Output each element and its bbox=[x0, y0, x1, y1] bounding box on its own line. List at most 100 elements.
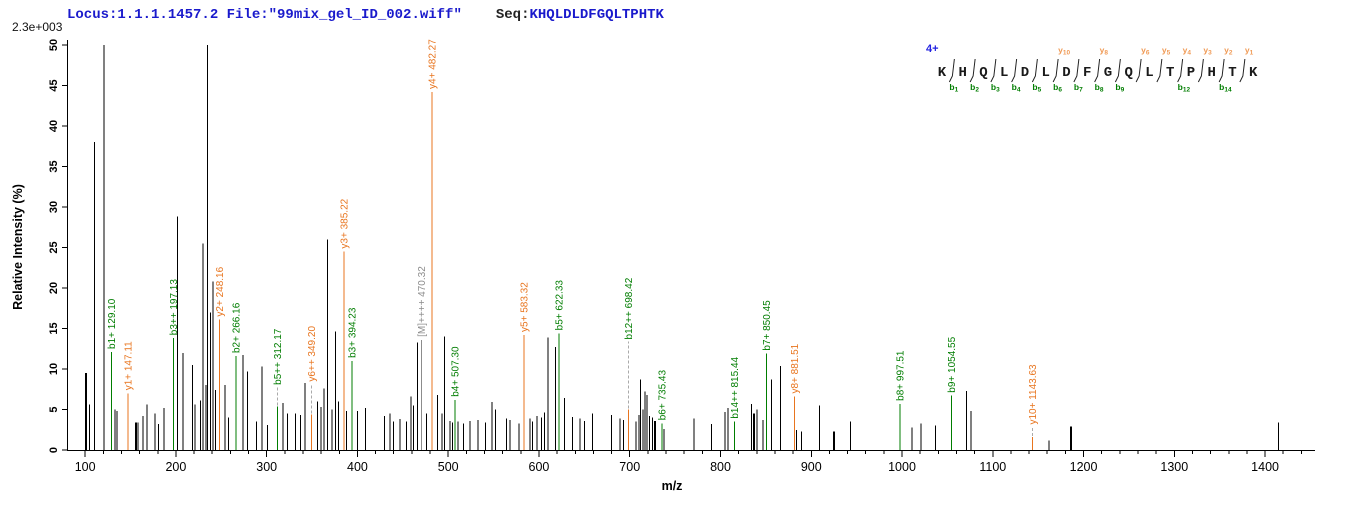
ladder-ion-label: b8 bbox=[1095, 82, 1104, 94]
seq-label: Seq: bbox=[495, 7, 530, 23]
ion-annotation-label: y2+ 248.16 bbox=[215, 266, 226, 316]
svg-text:5: 5 bbox=[48, 406, 60, 412]
ladder-residue: L bbox=[1000, 65, 1008, 81]
ladder-residue: H bbox=[959, 65, 967, 81]
ladder-residue: L bbox=[1145, 65, 1153, 81]
precursor-charge-label: 4+ bbox=[926, 43, 939, 55]
ion-annotation: b12++ 698.42 bbox=[624, 277, 635, 450]
ladder-residue: K bbox=[938, 65, 947, 81]
ladder-divider bbox=[1052, 58, 1059, 83]
ion-annotation-label: y5+ 583.32 bbox=[519, 282, 530, 332]
svg-text:50: 50 bbox=[48, 39, 60, 51]
ion-annotation: b2+ 266.16 bbox=[231, 302, 242, 450]
ladder-divider bbox=[990, 58, 997, 83]
ladder-ion-label: b5 bbox=[1032, 82, 1041, 94]
ion-annotation: y1+ 147.11 bbox=[123, 341, 134, 450]
ion-annotation: b14++ 815.44 bbox=[730, 356, 741, 450]
ion-annotation: y2+ 248.16 bbox=[215, 266, 226, 450]
axes bbox=[67, 40, 1315, 451]
ion-annotation: b7+ 850.45 bbox=[762, 300, 773, 450]
ion-annotation-label: b4+ 507.30 bbox=[450, 346, 461, 397]
svg-text:1000: 1000 bbox=[888, 460, 916, 474]
ladder-divider bbox=[969, 58, 976, 83]
ion-annotation: b6+ 735.43 bbox=[657, 370, 668, 450]
ion-annotation-label: y8+ 881.51 bbox=[790, 343, 801, 393]
seq-value: KHQLDLDFGQLTPHTK bbox=[529, 7, 664, 23]
svg-text:500: 500 bbox=[438, 460, 459, 474]
ion-annotation-label: b6+ 735.43 bbox=[657, 370, 668, 421]
ion-annotation-label: y3+ 385.22 bbox=[340, 198, 351, 248]
svg-text:400: 400 bbox=[347, 460, 368, 474]
ladder-divider bbox=[1218, 58, 1225, 83]
ladder-residue: D bbox=[1062, 65, 1070, 81]
ladder-divider bbox=[1031, 58, 1038, 83]
ladder-divider bbox=[1011, 58, 1018, 83]
spectrum-header: Locus:1.1.1.1457.2 File:"99mix_gel_ID_00… bbox=[67, 7, 664, 23]
ion-annotation: y8+ 881.51 bbox=[790, 343, 801, 450]
ion-annotation-label: b3++ 197.13 bbox=[169, 279, 180, 336]
ion-annotation-label: y4+ 482.27 bbox=[428, 39, 439, 89]
ladder-ion-label: y5 bbox=[1162, 45, 1171, 57]
ion-annotation-label: b12++ 698.42 bbox=[624, 277, 635, 339]
svg-text:700: 700 bbox=[619, 460, 640, 474]
ion-annotation: b8+ 997.51 bbox=[895, 350, 906, 450]
ladder-divider bbox=[1156, 58, 1163, 83]
ladder-ion-label: b3 bbox=[991, 82, 1000, 94]
ladder-residue: F bbox=[1083, 65, 1091, 81]
svg-text:600: 600 bbox=[529, 460, 550, 474]
ion-annotation: y5+ 583.32 bbox=[519, 282, 530, 450]
svg-text:40: 40 bbox=[48, 120, 60, 132]
ladder-ion-label: b1 bbox=[949, 82, 958, 94]
ladder-ion-label: y8 bbox=[1100, 45, 1109, 57]
ladder-ion-label: y4 bbox=[1183, 45, 1192, 57]
ladder-residue: H bbox=[1208, 65, 1216, 81]
ion-annotation: b5+ 622.33 bbox=[555, 280, 566, 450]
svg-text:15: 15 bbox=[48, 322, 60, 334]
ladder-residue: G bbox=[1104, 65, 1112, 81]
svg-text:1300: 1300 bbox=[1160, 460, 1188, 474]
svg-text:300: 300 bbox=[256, 460, 277, 474]
svg-text:1200: 1200 bbox=[1070, 460, 1098, 474]
ion-annotation-label: b7+ 850.45 bbox=[762, 300, 773, 351]
ion-annotation-label: b5++ 312.17 bbox=[273, 328, 284, 385]
ladder-divider bbox=[1197, 58, 1204, 83]
svg-text:0: 0 bbox=[48, 447, 60, 453]
ladder-residue: Q bbox=[1125, 65, 1133, 81]
x-axis-title: m/z bbox=[662, 479, 683, 493]
svg-text:800: 800 bbox=[710, 460, 731, 474]
ion-annotation-label: [M]++++ 470.32 bbox=[417, 266, 428, 337]
ladder-ion-label: y6 bbox=[1141, 45, 1150, 57]
svg-text:35: 35 bbox=[48, 160, 60, 172]
ladder-residue: P bbox=[1187, 65, 1195, 81]
svg-text:200: 200 bbox=[165, 460, 186, 474]
ladder-ion-label: b2 bbox=[970, 82, 979, 94]
ion-annotation-label: y6++ 349.20 bbox=[307, 326, 318, 382]
ion-annotation-label: b3+ 394.23 bbox=[348, 307, 359, 358]
ladder-ion-label: y10 bbox=[1058, 45, 1070, 57]
y-axis-title: Relative Intensity (%) bbox=[11, 184, 25, 310]
ladder-ion-label: y3 bbox=[1203, 45, 1212, 57]
ladder-divider bbox=[1135, 58, 1142, 83]
ladder-residue: T bbox=[1166, 65, 1174, 81]
svg-text:25: 25 bbox=[48, 241, 60, 253]
ion-annotation-label: b5+ 622.33 bbox=[555, 280, 566, 331]
ion-annotation: b5++ 312.17 bbox=[273, 328, 284, 450]
ion-annotation: b1+ 129.10 bbox=[107, 298, 118, 450]
ladder-ion-label: b9 bbox=[1115, 82, 1124, 94]
ion-annotation-label: b1+ 129.10 bbox=[107, 298, 118, 349]
ladder-residue: K bbox=[1249, 65, 1258, 81]
ladder-ion-label: b12 bbox=[1178, 82, 1191, 94]
ladder-divider bbox=[1073, 58, 1080, 83]
svg-text:100: 100 bbox=[75, 460, 96, 474]
ladder-divider bbox=[1094, 58, 1101, 83]
ladder-residue: Q bbox=[979, 65, 987, 81]
ladder-residue: D bbox=[1021, 65, 1029, 81]
svg-text:10: 10 bbox=[48, 363, 60, 375]
ion-annotation: b3+ 394.23 bbox=[348, 307, 359, 450]
ladder-residue: T bbox=[1228, 65, 1236, 81]
y-axis-ticks bbox=[62, 44, 67, 451]
svg-text:20: 20 bbox=[48, 282, 60, 294]
ion-annotation: [M]++++ 470.32 bbox=[417, 266, 428, 450]
ion-annotation: y4+ 482.27 bbox=[428, 39, 439, 450]
